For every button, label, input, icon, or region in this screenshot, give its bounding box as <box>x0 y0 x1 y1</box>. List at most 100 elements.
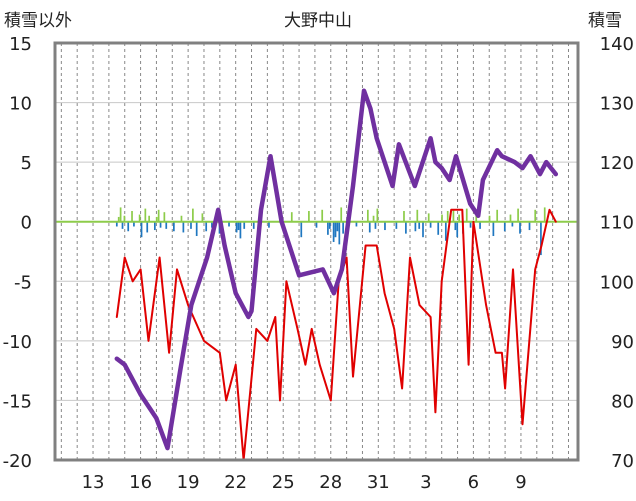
x-tick-label: 25 <box>272 472 295 493</box>
precip-bar <box>338 221 341 245</box>
precip-bar <box>517 208 519 222</box>
precip-bar <box>252 221 255 229</box>
y-left-tick-label: 0 <box>21 213 32 234</box>
chart-title: 大野中山 <box>284 11 352 31</box>
precip-bar <box>327 221 329 235</box>
precip-bar <box>131 210 133 222</box>
precip-bar <box>422 221 424 238</box>
precip-bar <box>127 221 130 232</box>
precip-bar <box>509 214 512 222</box>
y-right-tick-label: 120 <box>600 153 634 174</box>
precip-bar <box>180 215 183 222</box>
precip-bar <box>492 221 495 237</box>
precip-bar <box>543 207 546 222</box>
precip-bar <box>342 221 344 234</box>
precip-bar <box>201 213 204 222</box>
gridlines <box>55 42 578 461</box>
x-tick-label: 6 <box>468 472 479 493</box>
precip-bar <box>300 221 303 238</box>
x-tick-label: 31 <box>367 472 390 493</box>
precip-bar <box>148 215 150 222</box>
y-right-tick-labels: 140 130 120 110 100 90 80 70 <box>600 34 634 472</box>
plot-frame <box>53 41 580 462</box>
precip-bar <box>117 216 120 222</box>
precip-bar <box>355 221 358 227</box>
y-right-tick-label: 140 <box>600 34 634 55</box>
precip-bar <box>138 214 141 222</box>
precip-bar <box>308 210 310 222</box>
precip-bar <box>534 209 537 222</box>
precip-bar <box>155 216 158 222</box>
temperature-line <box>115 208 557 461</box>
precip-bar <box>503 221 506 232</box>
x-tick-label: 9 <box>515 472 526 493</box>
snow-depth-line <box>114 88 559 451</box>
precip-bar <box>511 221 514 227</box>
x-tick-label: 22 <box>224 472 247 493</box>
x-tick-label: 13 <box>82 472 105 493</box>
precip-bar <box>268 221 270 228</box>
x-tick-labels: 13 16 19 22 25 28 31 3 6 9 <box>82 472 527 493</box>
y-left-tick-label: -5 <box>14 272 32 293</box>
precip-bar <box>228 221 230 227</box>
precip-bar <box>123 215 126 222</box>
precip-bar <box>403 210 405 222</box>
x-tick-label: 3 <box>420 472 431 493</box>
precip-bar <box>372 215 375 222</box>
precip-bar <box>405 221 407 234</box>
precip-bar <box>205 221 208 232</box>
precip-bar <box>414 221 417 232</box>
precip-bar <box>340 207 343 222</box>
y-left-label: 積雪以外 <box>4 11 72 31</box>
precip-bar <box>195 221 198 237</box>
precip-bar <box>395 221 398 229</box>
precip-bar <box>376 208 379 222</box>
precip-bar <box>334 221 337 238</box>
precip-bar <box>121 221 124 229</box>
precip-bar <box>429 221 432 228</box>
precip-bar <box>444 221 447 241</box>
y-left-tick-label: 15 <box>9 34 32 55</box>
precip-bar <box>165 221 168 229</box>
precip-bar <box>528 221 531 231</box>
y-left-tick-label: -10 <box>3 332 32 353</box>
precip-bar <box>446 210 449 222</box>
precip-bar <box>418 221 421 229</box>
precip-bar <box>336 221 339 232</box>
y-left-tick-labels: 15 10 5 0 -5 -10 -15 -20 <box>3 34 32 472</box>
precip-bar <box>182 221 185 233</box>
y-left-tick-label: 10 <box>9 94 32 115</box>
y-right-tick-label: 90 <box>611 332 634 353</box>
precip-bar <box>519 221 521 234</box>
precip-bar <box>133 221 135 227</box>
precip-bar <box>315 221 318 228</box>
y-left-tick-label: -20 <box>3 451 32 472</box>
precip-bar <box>290 212 293 222</box>
precip-bar <box>540 221 542 256</box>
precip-bar <box>384 221 386 231</box>
y-right-tick-label: 70 <box>611 451 634 472</box>
precip-bar <box>488 215 491 222</box>
precip-bar <box>146 221 149 233</box>
precip-bar <box>237 221 240 231</box>
precip-bar <box>243 221 246 229</box>
precip-bar <box>368 221 371 233</box>
precip-bar <box>452 209 455 222</box>
precip-bar <box>173 221 175 232</box>
y-right-label: 積雪 <box>588 11 622 31</box>
precip-bar <box>479 221 481 229</box>
precip-bar <box>159 221 162 228</box>
precip-bar <box>332 221 335 242</box>
precip-bar <box>157 209 160 222</box>
precip-bar <box>456 221 459 238</box>
precip-bar <box>192 208 194 222</box>
x-tick-label: 28 <box>319 472 342 493</box>
y-right-tick-label: 100 <box>600 272 634 293</box>
precip-bar <box>328 221 331 229</box>
precip-bar <box>235 221 238 233</box>
x-tick-label: 19 <box>177 472 200 493</box>
precip-bar <box>416 209 419 222</box>
y-right-tick-label: 80 <box>611 391 634 412</box>
precip-bar <box>366 209 369 222</box>
precip-bar <box>239 221 242 239</box>
